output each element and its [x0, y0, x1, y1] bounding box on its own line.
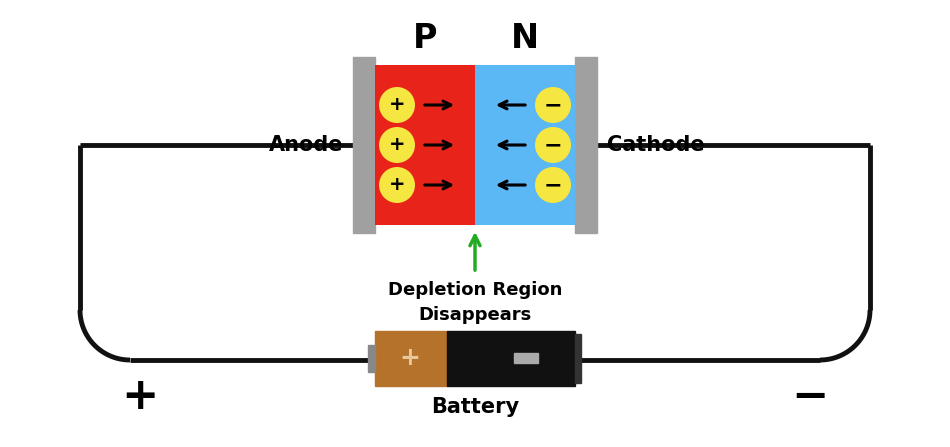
Text: +: + — [389, 96, 406, 114]
Text: −: − — [791, 375, 828, 418]
Text: P: P — [412, 22, 437, 55]
Bar — [368, 345, 375, 372]
Bar — [375, 331, 447, 386]
Text: −: − — [543, 175, 562, 195]
Bar — [514, 353, 539, 363]
Bar — [575, 57, 597, 233]
Bar — [375, 65, 475, 225]
Text: +: + — [399, 346, 420, 370]
Text: −: − — [543, 95, 562, 115]
Circle shape — [535, 87, 571, 123]
Text: Anode: Anode — [269, 135, 343, 155]
Text: N: N — [511, 22, 539, 55]
Circle shape — [535, 167, 571, 203]
Circle shape — [379, 127, 415, 163]
Text: +: + — [122, 375, 159, 418]
Text: +: + — [389, 135, 406, 155]
Circle shape — [535, 127, 571, 163]
Circle shape — [379, 167, 415, 203]
Text: Battery: Battery — [431, 397, 519, 417]
Text: Depletion Region
Disappears: Depletion Region Disappears — [388, 281, 562, 324]
Circle shape — [379, 87, 415, 123]
Bar — [353, 57, 375, 233]
Text: Cathode: Cathode — [607, 135, 705, 155]
Bar — [447, 331, 575, 386]
Bar — [575, 334, 581, 383]
Bar — [475, 65, 575, 225]
Text: −: − — [543, 135, 562, 155]
Text: +: + — [389, 176, 406, 194]
